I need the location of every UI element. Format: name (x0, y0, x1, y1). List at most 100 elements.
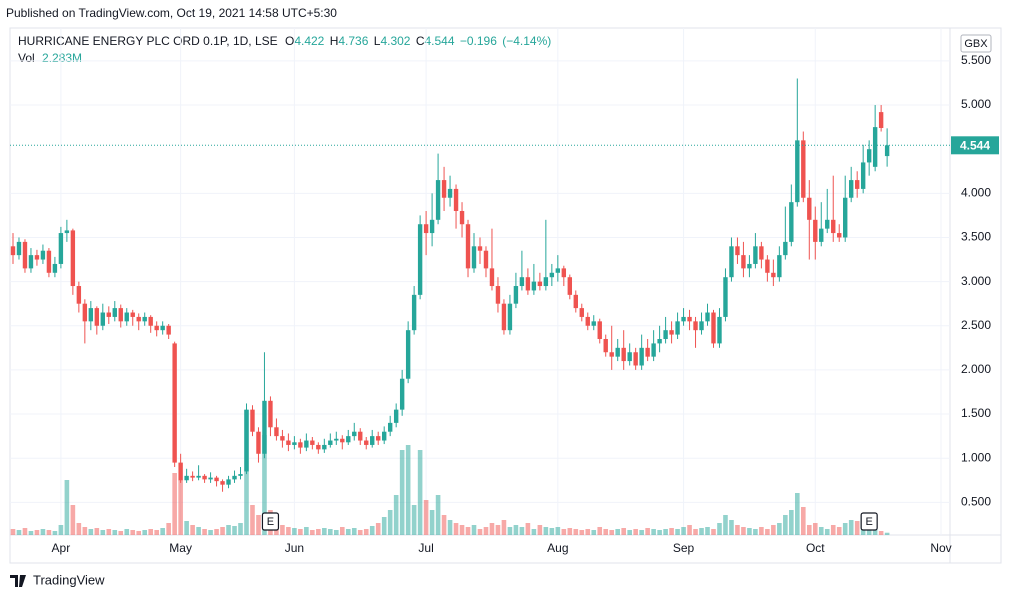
candle-body (483, 250, 489, 269)
candle-body (860, 162, 866, 189)
candle-body (112, 308, 117, 317)
volume-bar (70, 505, 76, 535)
open-value: 4.422 (294, 34, 324, 48)
earnings-marker[interactable] (860, 512, 878, 531)
candle-body (459, 210, 465, 225)
volume-bar (322, 528, 327, 535)
y-tick-label: 5.500 (961, 53, 991, 67)
ohlc-label: O (285, 34, 294, 48)
volume-bar (160, 528, 165, 535)
volume-bar (549, 528, 555, 535)
earnings-label: E (865, 516, 872, 528)
volume-bar (723, 515, 728, 535)
volume-bar (824, 529, 830, 535)
candle-body (340, 438, 345, 443)
candle-body (717, 316, 722, 344)
currency-box[interactable] (960, 34, 992, 53)
candle-body (250, 409, 255, 432)
last-price-box (951, 136, 999, 155)
volume-bar (459, 525, 465, 535)
volume-bar (615, 529, 620, 535)
candle-body (184, 475, 189, 481)
candle-body (651, 343, 656, 357)
volume-bar (345, 529, 351, 535)
volume-bar (830, 525, 836, 535)
candle-body (130, 312, 135, 317)
x-tick-label: Nov (930, 541, 951, 555)
volume-bar (812, 523, 818, 535)
volume-bar (106, 529, 112, 535)
candle-body (501, 303, 507, 331)
candle-body (555, 268, 561, 273)
candle-body (429, 219, 435, 234)
volume-bar (681, 527, 686, 535)
candle-body (268, 400, 273, 428)
candle-body (813, 219, 818, 242)
volume-bar (369, 526, 375, 535)
candle-body (489, 268, 495, 287)
y-tick-label: 5.000 (961, 97, 991, 111)
candle-body (316, 444, 321, 450)
candle-body (40, 250, 46, 260)
candle-body (232, 475, 237, 480)
volume-bar (351, 528, 357, 535)
volume-bar (705, 527, 710, 535)
volume-bar (669, 528, 674, 535)
candle-body (723, 277, 728, 317)
candle-body (825, 219, 830, 229)
candle-body (543, 277, 549, 287)
volume-bar (208, 530, 213, 535)
volume-bar (567, 528, 573, 535)
candle-body (837, 233, 842, 238)
volume-bar (328, 529, 333, 535)
volume-bar (405, 445, 411, 535)
volume-bar (489, 523, 495, 535)
candle-body (292, 442, 297, 445)
candle-body (328, 440, 333, 445)
chart-frame (9, 27, 1002, 564)
volume-bar (172, 473, 177, 535)
volume-bar (286, 527, 291, 535)
candle-body (202, 475, 207, 480)
y-tick-label: 0.500 (961, 495, 991, 509)
candle-body (381, 431, 387, 441)
volume-bar (651, 529, 656, 535)
candle-body (495, 286, 501, 304)
candle-body (519, 277, 525, 287)
candle-body (244, 409, 249, 472)
candle-body (411, 294, 417, 331)
volume-bar (184, 521, 189, 535)
ohlc-label: C (416, 34, 425, 48)
volume-bar (627, 530, 632, 535)
candle-body (214, 477, 219, 482)
volume-bar (872, 527, 878, 535)
volume-bar (178, 480, 183, 535)
candle-body (118, 308, 123, 322)
volume-bar (687, 525, 692, 535)
volume-bar (393, 495, 399, 535)
earnings-marker[interactable] (261, 512, 280, 531)
volume-bar (717, 523, 722, 535)
volume-bar (477, 529, 483, 535)
candle-body (615, 347, 620, 357)
x-tick-label: Sep (673, 541, 695, 555)
volume-bar (262, 435, 267, 535)
volume-bar (609, 530, 615, 535)
candle-body (208, 477, 213, 480)
volume-bar (597, 527, 603, 535)
volume-bar (531, 529, 537, 535)
candle-body (687, 316, 692, 322)
low-value: 4.302 (380, 34, 410, 48)
candle-body (154, 325, 159, 331)
volume-bar (806, 525, 812, 535)
candle-body (28, 255, 34, 269)
candle-body (747, 263, 752, 269)
volume-bar (573, 529, 579, 535)
candle-body (771, 272, 776, 278)
volume-bar (729, 520, 734, 535)
volume-bar (124, 529, 130, 535)
candle-body (633, 352, 638, 366)
candle-body (441, 180, 447, 198)
y-tick-label: 3.000 (961, 274, 991, 288)
candle-body (417, 224, 423, 295)
